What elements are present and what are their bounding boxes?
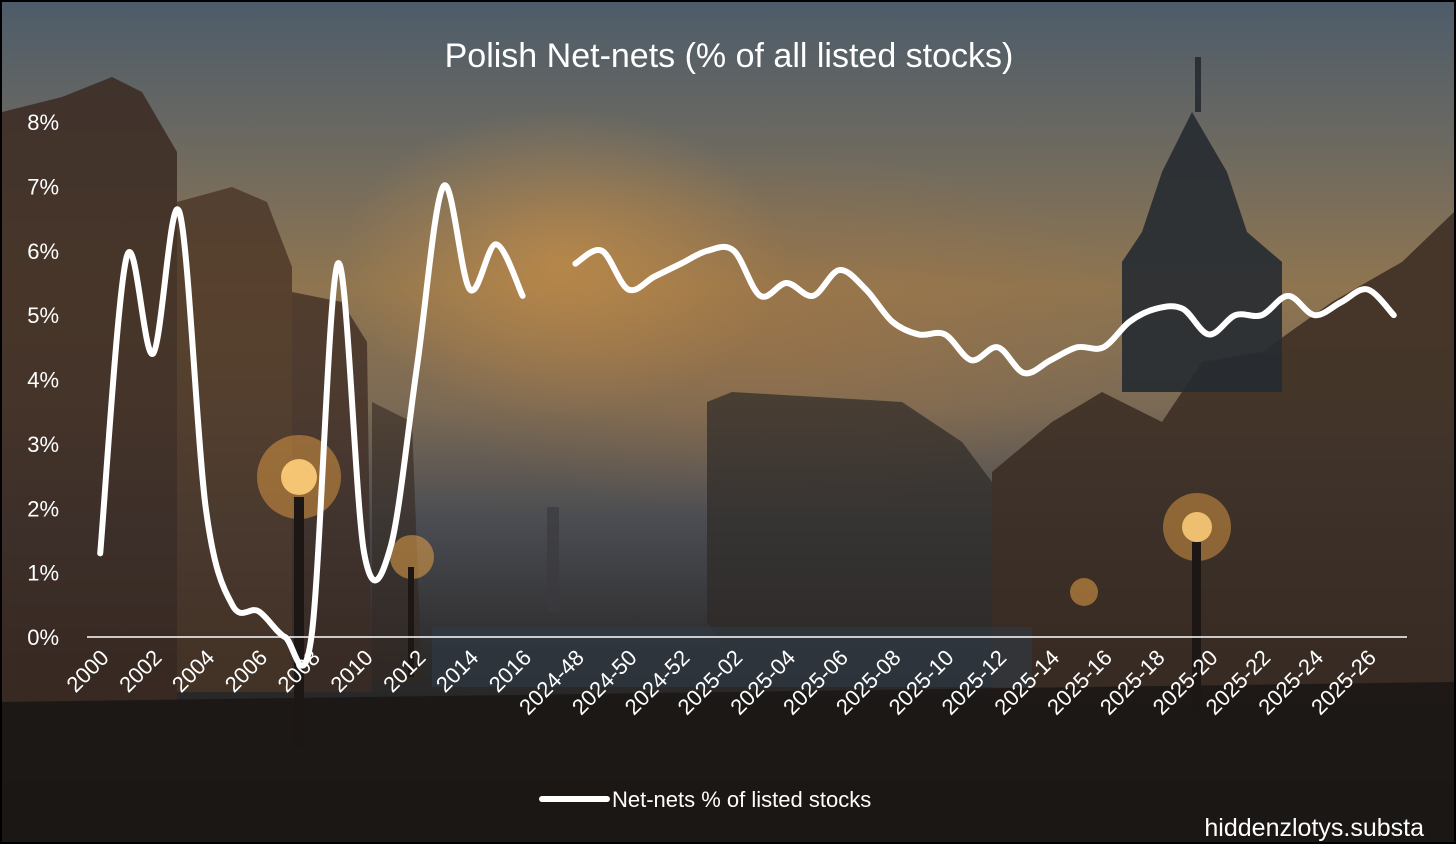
x-axis-labels: 2000 2002 2004 2006 2008 2010 2012 2014 20162024… (61, 645, 1380, 720)
y-tick-label: 0% (27, 625, 59, 650)
x-tick-label: 2004 (167, 645, 219, 697)
legend: Net-nets % of listed stocks (539, 787, 871, 812)
x-tick-label: 2014 (431, 645, 483, 697)
lamp-glow (390, 535, 434, 579)
y-tick-label: 6% (27, 239, 59, 264)
x-tick-label: 2012 (378, 645, 430, 697)
legend-label: Net-nets % of listed stocks (612, 787, 871, 812)
y-tick-label: 2% (27, 496, 59, 521)
y-tick-label: 3% (27, 432, 59, 457)
lamp-glow (1070, 578, 1098, 606)
x-tick-label: 2006 (220, 645, 272, 697)
lamp-glow (1182, 512, 1212, 542)
left-building-2 (177, 187, 292, 692)
x-tick-label: 2002 (114, 645, 166, 697)
x-tick-label: 2008 (273, 645, 325, 697)
street (2, 682, 1454, 842)
x-tick-label: 2000 (61, 645, 113, 697)
y-tick-label: 8% (27, 110, 59, 135)
series-line-annual (97, 182, 526, 669)
lamp-post (1192, 542, 1201, 712)
x-tick-label: 2010 (325, 645, 377, 697)
church-tower (1122, 112, 1282, 392)
y-tick-label: 4% (27, 368, 59, 393)
church-spire (1195, 57, 1201, 112)
chart-title: Polish Net-nets (% of all listed stocks) (445, 37, 1014, 75)
lamp-post (294, 497, 304, 747)
y-axis: 8% 7% 6% 5% 4% 3% 2% 1% 0% (27, 110, 59, 650)
y-tick-label: 1% (27, 561, 59, 586)
right-buildings (992, 212, 1454, 702)
lamp-post (408, 567, 414, 677)
center-building (707, 392, 992, 642)
y-tick-label: 7% (27, 174, 59, 199)
series-line-weekly (572, 243, 1397, 377)
series-lines (97, 182, 1397, 669)
lamp-glow (281, 459, 317, 495)
column (547, 507, 559, 612)
left-building (2, 77, 177, 702)
credit-text: hiddenzlotys.substa (1204, 814, 1424, 842)
y-tick-label: 5% (27, 303, 59, 328)
